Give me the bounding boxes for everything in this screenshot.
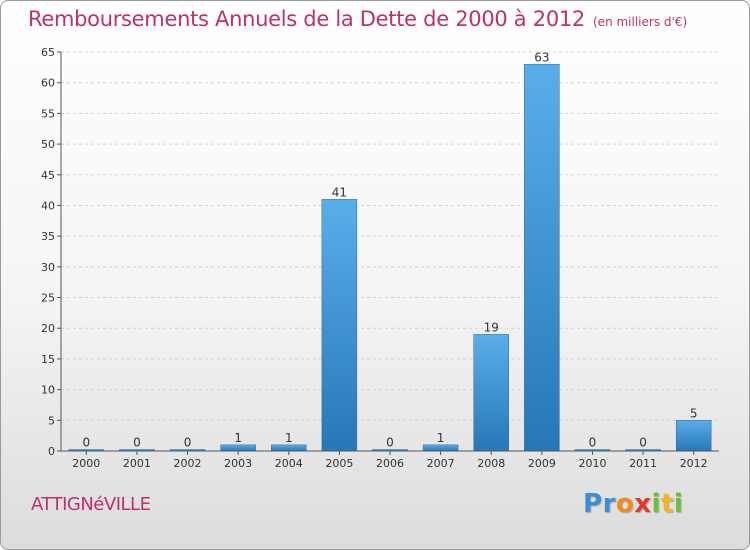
bar-value-label: 0	[589, 436, 597, 450]
bar	[675, 420, 712, 452]
x-tick-label: 2010	[578, 457, 606, 470]
x-tick-label: 2007	[427, 457, 455, 470]
x-tick-label: 2001	[123, 457, 151, 470]
x-tick-label: 2011	[629, 457, 657, 470]
logo-letter: r	[602, 489, 616, 519]
bar	[473, 334, 509, 452]
bar-value-label: 41	[332, 185, 347, 199]
y-tick-label: 65	[41, 46, 55, 59]
x-tick-label: 2012	[680, 457, 708, 470]
x-tick-label: 2002	[174, 457, 202, 470]
x-tick-label: 2006	[376, 457, 404, 470]
bar	[321, 199, 358, 452]
y-tick-label: 55	[41, 107, 55, 120]
logo-letter: i	[651, 489, 661, 519]
bar	[422, 444, 459, 452]
logo-letter: x	[634, 489, 652, 519]
bar-value-label: 63	[534, 50, 549, 64]
x-tick-label: 2003	[224, 457, 252, 470]
x-tick-label: 2009	[528, 457, 556, 470]
y-tick-label: 10	[41, 384, 55, 397]
bar	[220, 444, 256, 452]
x-tick-label: 2000	[72, 457, 100, 470]
chart-title-text: Remboursements Annuels de la Dette de 20…	[28, 7, 585, 31]
proxiti-logo: Proxiti	[583, 489, 683, 519]
bar-value-label: 0	[133, 436, 141, 450]
chart-title: Remboursements Annuels de la Dette de 20…	[28, 7, 687, 31]
x-tick-label: 2005	[325, 457, 353, 470]
y-tick-label: 50	[41, 138, 55, 151]
bar-value-label: 5	[690, 406, 698, 420]
bar-value-label: 0	[639, 436, 647, 450]
bar-value-label: 1	[285, 431, 293, 445]
y-tick-label: 30	[41, 261, 55, 274]
y-tick-label: 35	[41, 230, 55, 243]
bar	[271, 444, 307, 452]
chart-subtitle: (en milliers d'€)	[593, 15, 688, 29]
bar-value-label: 1	[234, 431, 242, 445]
logo-letter: i	[673, 489, 684, 519]
bar-value-label: 1	[437, 431, 445, 445]
bar-value-label: 0	[184, 436, 192, 450]
bar-value-label: 0	[386, 436, 394, 450]
bar-value-label: 19	[484, 320, 499, 334]
logo-letter: o	[615, 489, 635, 519]
bar	[524, 64, 560, 452]
y-tick-label: 20	[41, 322, 55, 335]
y-tick-label: 5	[48, 414, 55, 427]
logo-letter: t	[660, 489, 674, 519]
x-tick-label: 2004	[275, 457, 303, 470]
y-tick-label: 60	[41, 77, 55, 90]
logo-letter: P	[583, 489, 603, 519]
plot-area	[61, 52, 719, 451]
y-tick-label: 15	[41, 353, 55, 366]
x-tick-label: 2008	[477, 457, 505, 470]
y-tick-label: 25	[41, 292, 55, 305]
bar-value-label: 0	[82, 436, 90, 450]
y-tick-label: 45	[41, 169, 55, 182]
town-name: ATTIGNéVILLE	[31, 494, 151, 515]
y-tick-label: 0	[48, 445, 55, 458]
y-tick-label: 40	[41, 199, 55, 212]
